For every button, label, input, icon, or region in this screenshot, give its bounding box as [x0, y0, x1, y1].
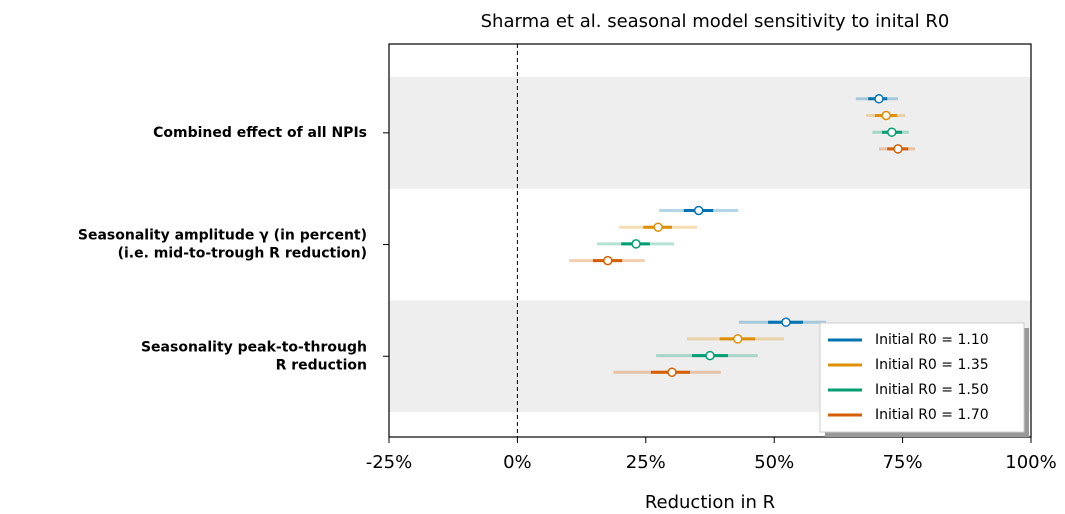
y-tick-label: Seasonality peak-to-through	[141, 339, 367, 355]
median-point	[893, 144, 903, 154]
legend-label: Initial R0 = 1.70	[875, 407, 989, 423]
median-point	[881, 110, 891, 121]
plot-frame	[388, 43, 1032, 438]
x-tick-label: 100%	[1005, 452, 1056, 473]
median-point	[653, 222, 663, 232]
chart-title: Sharma et al. seasonal model sensitivity…	[481, 11, 950, 32]
y-tick-label: R reduction	[276, 357, 367, 373]
median-point	[781, 317, 791, 327]
y-tick-label: (i.e. mid-to-trough R reduction)	[118, 246, 367, 262]
median-point	[874, 94, 884, 104]
row-band	[389, 77, 1031, 189]
median-point	[693, 205, 704, 216]
median-point	[631, 239, 641, 249]
legend-label: Initial R0 = 1.35	[875, 357, 989, 373]
median-point	[667, 367, 677, 378]
legend-label: Initial R0 = 1.10	[875, 332, 989, 348]
median-point	[732, 334, 743, 344]
y-tick-label: Seasonality amplitude γ (in percent)	[78, 228, 367, 244]
x-tick-label: 0%	[503, 452, 532, 473]
median-point	[705, 350, 715, 361]
y-tick-label: Combined effect of all NPIs	[153, 125, 367, 141]
median-point	[603, 255, 613, 266]
x-tick-label: 50%	[754, 452, 794, 473]
x-axis-label: Reduction in R	[645, 492, 775, 513]
legend-label: Initial R0 = 1.50	[875, 382, 989, 398]
x-tick-label: 75%	[883, 452, 923, 473]
x-tick-label: 25%	[626, 452, 666, 473]
median-point	[887, 127, 897, 137]
x-tick-label: -25%	[366, 452, 413, 473]
